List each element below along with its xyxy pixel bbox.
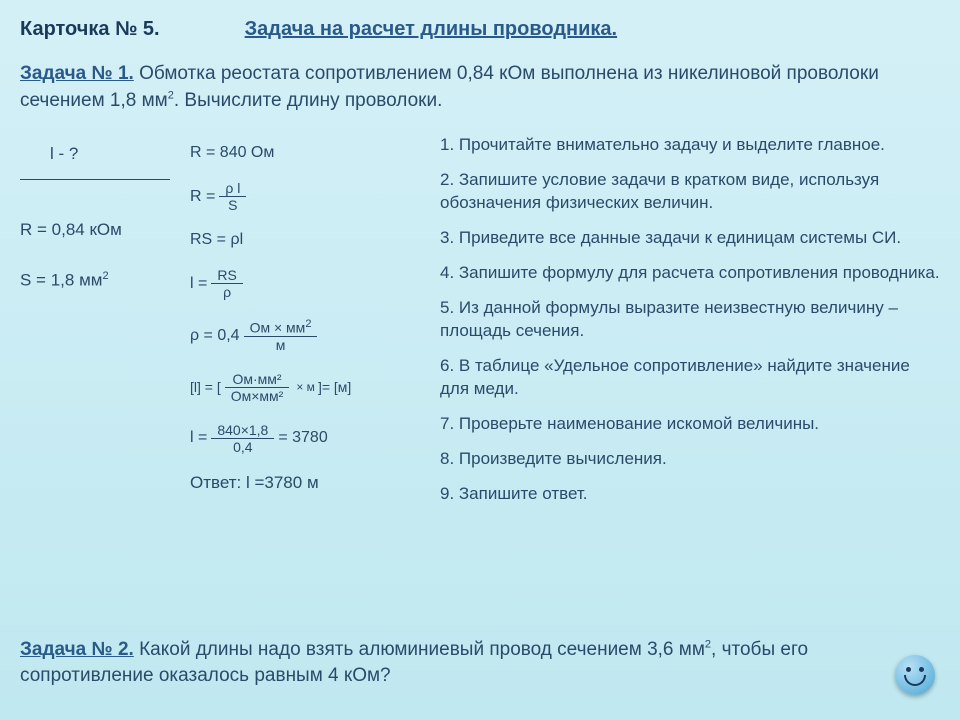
main-content: l - ? R = 0,84 кОм S = 1,8 мм2 R = 840 О… [0,134,960,517]
rho-den: м [244,337,318,353]
calc-den: 0,4 [211,439,274,455]
step-7: 7. Проверьте наименование искомой величи… [440,413,940,436]
step-3: 3. Приведите все данные задачи к единица… [440,227,940,250]
sol-dim: [l] = [ Ом·мм² Ом×мм² × м ]= [м] [190,371,430,404]
step-2: 2. Запишите условие задачи в кратком вид… [440,169,940,215]
step-9: 9. Запишите ответ. [440,483,940,506]
sol-rs-eq: RS = ρl [190,231,430,249]
calc-num: 840×1,8 [211,422,274,439]
r-formula-num: ρ l [219,180,246,197]
l-eq-den: ρ [211,284,242,300]
sol-r-formula: R = ρ l S [190,180,430,213]
step-4: 4. Запишите формулу для расчета сопротив… [440,262,940,285]
step-1: 1. Прочитайте внимательно задачу и выдел… [440,134,940,157]
r-formula-frac: ρ l S [219,180,246,213]
problem2-text1: Какой длины надо взять алюминиевый прово… [134,639,705,660]
dim-num: Ом·мм² [225,371,290,388]
given-r: R = 0,84 кОм [20,220,170,240]
dim-close: ]= [м] [318,379,351,395]
solution-column: R = 840 Ом R = ρ l S RS = ρl l = RS ρ ρ … [170,134,430,517]
given-column: l - ? R = 0,84 кОм S = 1,8 мм2 [20,134,170,517]
rho-num: Ом × мм2 [244,318,318,337]
rho-lhs: ρ = 0,4 [190,327,240,345]
given-s-text: S = 1,8 мм [20,271,102,290]
dim-frac: Ом·мм² Ом×мм² [225,371,290,404]
problem1-text2: . Вычислите длину проволоки. [174,90,443,111]
steps-column: 1. Прочитайте внимательно задачу и выдел… [430,134,940,517]
l-eq-frac: RS ρ [211,267,242,300]
sol-calc: l = 840×1,8 0,4 = 3780 [190,422,430,455]
topic-title: Задача на расчет длины проводника. [245,18,617,41]
sol-answer: Ответ: l =3780 м [190,473,430,493]
sol-rho: ρ = 0,4 Ом × мм2 м [190,318,430,353]
header: Карточка № 5. Задача на расчет длины про… [0,0,960,51]
l-eq-num: RS [211,267,242,284]
problem2-label: Задача № 2. [20,639,134,660]
sol-r-converted: R = 840 Ом [190,144,430,162]
step-5: 5. Из данной формулы выразите неизвестну… [440,297,940,343]
r-formula-lhs: R = [190,188,215,206]
rho-sup: 2 [305,318,311,330]
dim-times: × м [296,380,315,394]
step-6: 6. В таблице «Удельное сопротивление» на… [440,355,940,401]
sol-l-eq: l = RS ρ [190,267,430,300]
l-eq-lhs: l = [190,275,207,293]
given-s-sup: 2 [102,270,108,282]
calc-lhs: l = [190,429,207,447]
step-8: 8. Произведите вычисления. [440,448,940,471]
problem2-statement: Задача № 2. Какой длины надо взять алюми… [20,637,880,690]
dim-den: Ом×мм² [225,388,290,404]
problem1-label: Задача № 1. [20,63,134,84]
rho-num-text: Ом × мм [250,320,306,336]
smiley-icon[interactable] [895,655,935,695]
calc-result: = 3780 [278,429,327,447]
given-unknown: l - ? [20,144,170,180]
given-s: S = 1,8 мм2 [20,270,170,291]
problem1-text1: Обмотка реостата сопротивлением 0,84 кОм… [20,63,879,111]
r-formula-den: S [219,197,246,213]
calc-frac: 840×1,8 0,4 [211,422,274,455]
problem1-statement: Задача № 1. Обмотка реостата сопротивлен… [0,51,960,134]
dim-open: [l] = [ [190,379,221,395]
card-number: Карточка № 5. [20,18,160,41]
rho-frac: Ом × мм2 м [244,318,318,353]
